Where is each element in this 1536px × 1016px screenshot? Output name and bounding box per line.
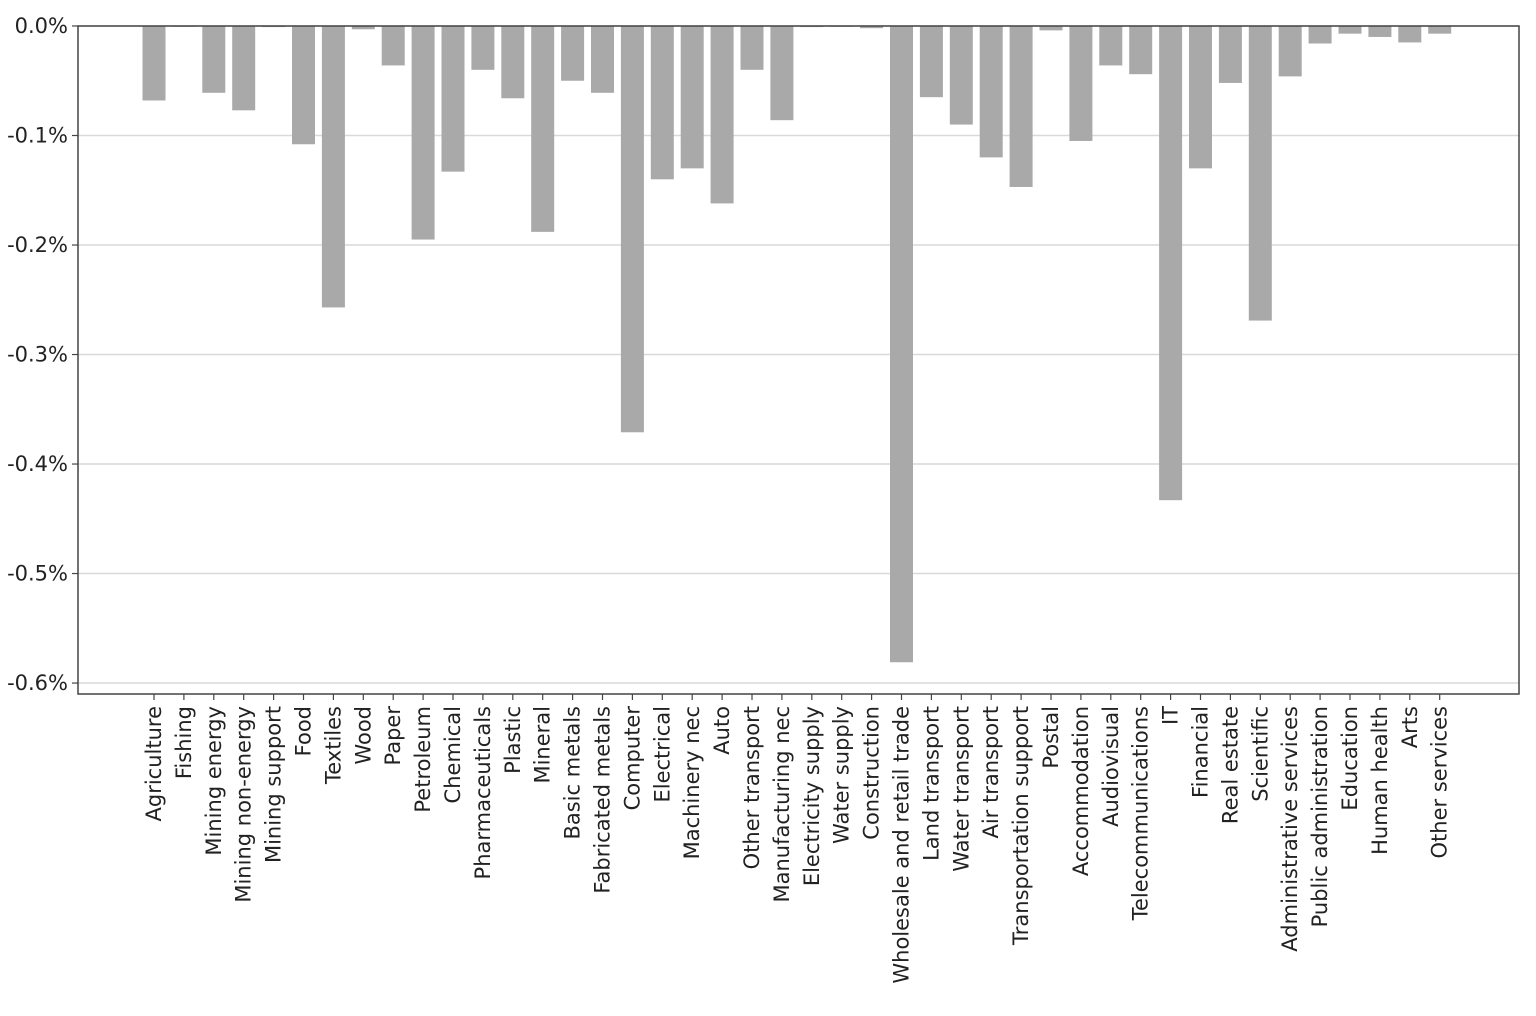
x-tick-label: Accommodation [1069, 706, 1093, 876]
x-tick-label: Water supply [830, 706, 854, 844]
bar [441, 26, 465, 172]
bar [292, 26, 315, 145]
x-tick-label: Mineral [531, 706, 555, 784]
y-tick-label: -0.2% [7, 233, 68, 257]
x-tick-label: Other transport [740, 706, 764, 869]
bar [620, 26, 644, 433]
x-tick-label: Computer [620, 706, 644, 811]
bar [860, 26, 884, 29]
x-tick-label: Petroleum [411, 706, 435, 813]
bar [531, 26, 555, 232]
x-tick-label: Administrative services [1278, 706, 1302, 952]
x-tick-label: Food [292, 706, 316, 756]
bar [202, 26, 226, 93]
bar [501, 26, 525, 99]
x-tick-label: Wholesale and retail trade [890, 706, 914, 984]
gridlines [78, 25, 1519, 684]
x-tick-label: Public administration [1308, 706, 1332, 927]
y-axis-ticks: 0.0% -0.1% -0.2% -0.3% -0.4% -0.5% -0.6% [7, 14, 78, 695]
bar [1159, 26, 1183, 501]
bar [411, 26, 435, 240]
x-tick-label: Pharmaceuticals [471, 706, 495, 879]
bar [1398, 26, 1422, 43]
bar [321, 26, 345, 308]
x-tick-label: Plastic [501, 706, 525, 774]
bar [740, 26, 764, 70]
x-tick-label: Mining support [262, 706, 286, 863]
x-tick-label: Electricity supply [800, 706, 824, 886]
y-tick-label: -0.5% [7, 562, 68, 586]
x-tick-label: Postal [1039, 706, 1063, 769]
y-tick-label: -0.6% [7, 671, 68, 695]
x-tick-label: Textiles [321, 706, 345, 785]
bar [561, 26, 585, 81]
y-tick-label: -0.1% [7, 124, 68, 148]
y-tick-label: 0.0% [15, 14, 68, 38]
x-tick-label: Fishing [172, 706, 196, 779]
x-tick-label: Scientific [1248, 706, 1272, 802]
bar [1039, 26, 1063, 31]
x-tick-label: Financial [1189, 706, 1213, 798]
x-axis-ticks: Agriculture Fishing Mining energy Mining no… [142, 694, 1452, 984]
x-tick-label: Audiovisual [1099, 706, 1123, 827]
bar [1069, 26, 1093, 141]
x-tick-label: Wood [351, 706, 375, 765]
bar [1099, 26, 1123, 66]
bar [1338, 26, 1362, 34]
x-tick-label: Manufacturing nec [770, 706, 794, 903]
x-tick-label: Chemical [441, 706, 465, 803]
bars [142, 26, 1452, 663]
bar [351, 26, 375, 30]
bar [232, 26, 256, 111]
x-tick-label: Construction [860, 706, 884, 840]
bar [471, 26, 495, 70]
bar [1009, 26, 1033, 187]
x-tick-label: Mining energy [202, 706, 226, 856]
x-tick-label: Transportation support [1009, 706, 1033, 946]
bar [381, 26, 405, 66]
y-tick-label: -0.3% [7, 343, 68, 367]
bar [979, 26, 1003, 158]
bar [919, 26, 943, 98]
bar [650, 26, 674, 180]
x-tick-label: Mining non-energy [232, 706, 256, 903]
x-tick-label: Arts [1398, 706, 1422, 748]
bar [1218, 26, 1242, 83]
bar [770, 26, 794, 121]
bar [591, 26, 614, 93]
bar [1129, 26, 1153, 75]
x-tick-label: Paper [381, 706, 405, 766]
bar [710, 26, 734, 204]
bar [1428, 26, 1452, 34]
x-tick-label: Agriculture [142, 706, 166, 822]
x-tick-label: Water transport [949, 706, 973, 872]
bar [949, 26, 973, 125]
bar [1368, 26, 1392, 37]
y-tick-label: -0.4% [7, 452, 68, 476]
x-tick-label: Machinery nec [680, 706, 704, 859]
x-tick-label: Auto [710, 706, 734, 755]
x-tick-label: Education [1338, 706, 1362, 811]
bar [1248, 26, 1272, 321]
x-tick-label: Land transport [919, 706, 943, 861]
x-tick-label: Other services [1428, 706, 1452, 858]
bar [1278, 26, 1302, 77]
bar [890, 26, 913, 663]
x-tick-label: Electrical [650, 706, 674, 803]
bar [680, 26, 704, 169]
x-tick-label: Telecommunications [1129, 706, 1153, 921]
bar [1308, 26, 1332, 44]
bar [1189, 26, 1212, 169]
x-tick-label: Air transport [979, 706, 1003, 839]
x-tick-label: Real estate [1218, 706, 1242, 824]
x-tick-label: Human health [1368, 706, 1392, 855]
x-tick-label: Basic metals [561, 706, 585, 840]
x-tick-label: IT [1159, 706, 1183, 725]
x-tick-label: Fabricated metals [591, 706, 615, 894]
plot-frame [77, 25, 1520, 695]
bar [142, 26, 166, 101]
